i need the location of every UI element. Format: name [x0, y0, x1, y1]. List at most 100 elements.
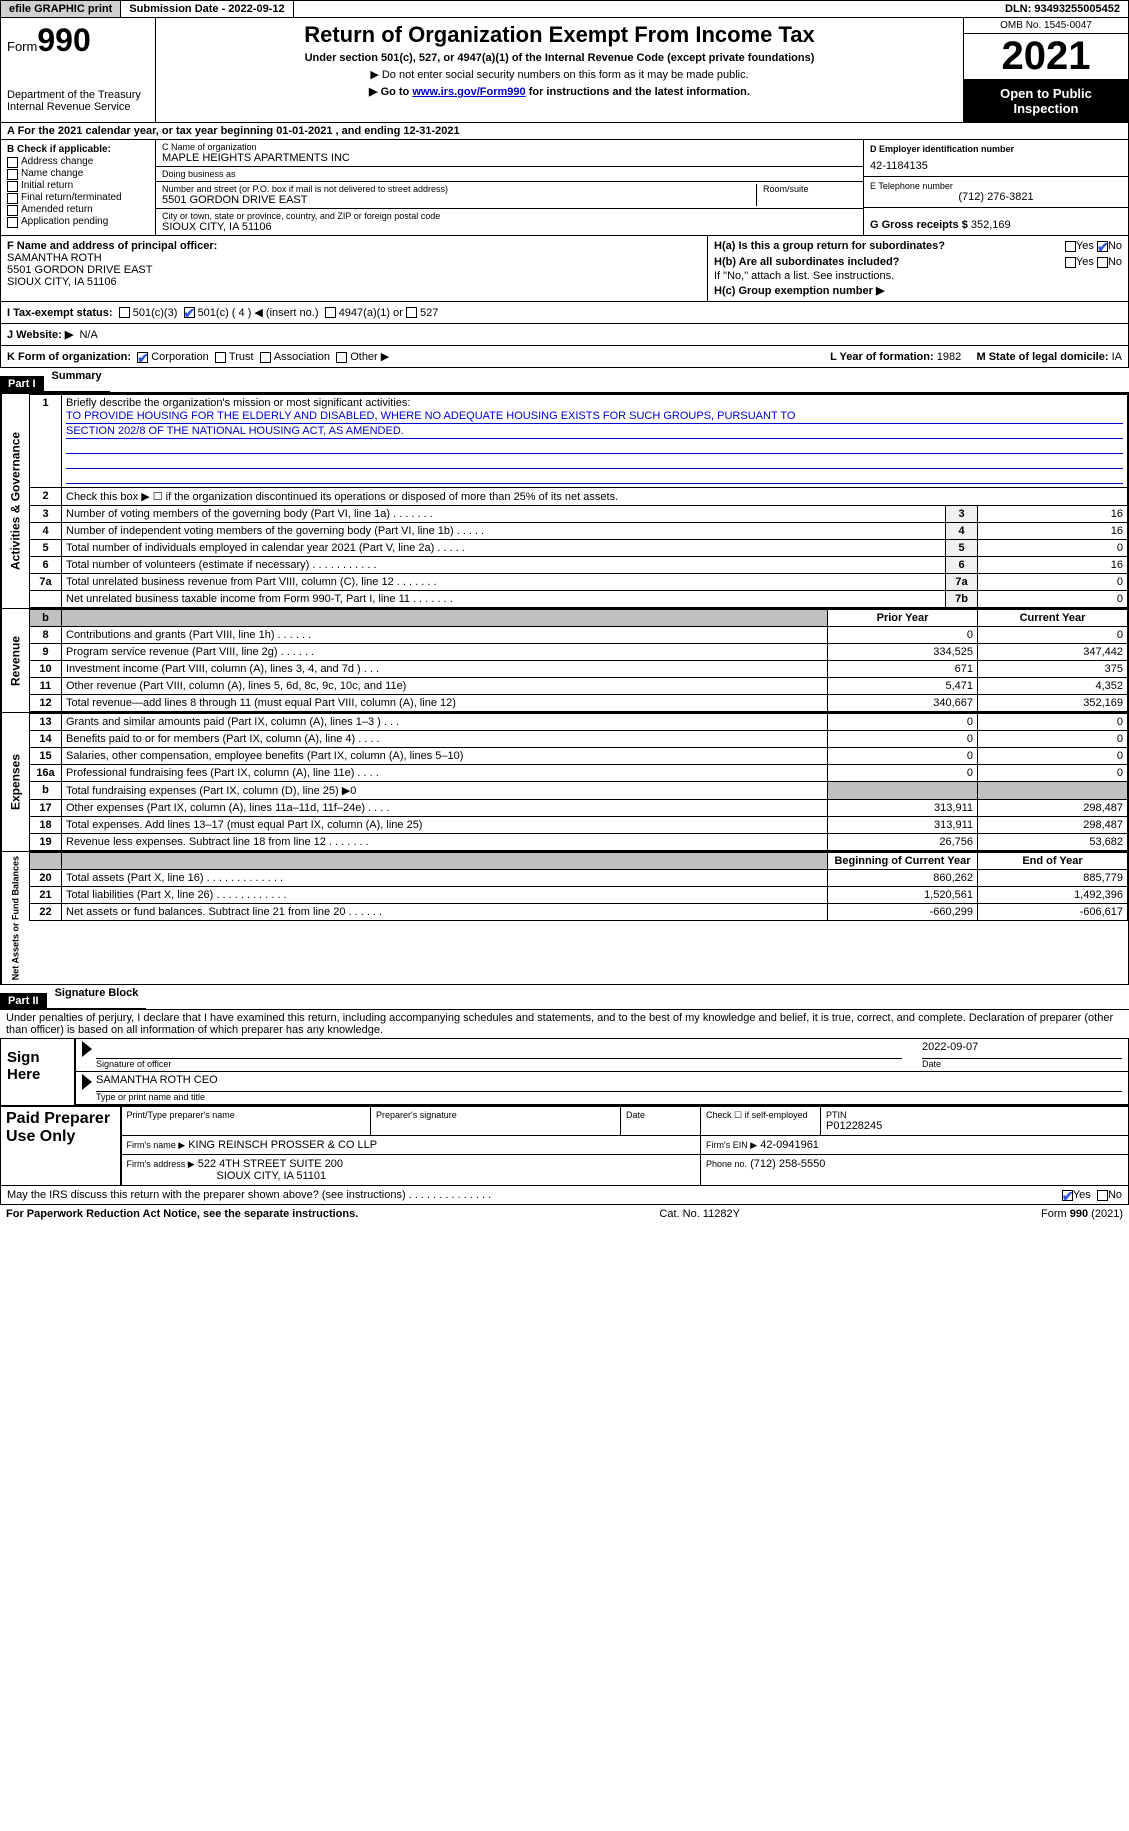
discuss-no[interactable]	[1097, 1190, 1108, 1201]
chk-name-change[interactable]: Name change	[7, 168, 149, 179]
discuss-yes[interactable]	[1062, 1190, 1073, 1201]
m-state-label: M State of legal domicile:	[977, 351, 1109, 363]
perjury-declaration: Under penalties of perjury, I declare th…	[0, 1010, 1129, 1039]
m-state-value: IA	[1112, 351, 1122, 363]
mission-line-1: TO PROVIDE HOUSING FOR THE ELDERLY AND D…	[66, 410, 1123, 424]
hdr-current-year: Current Year	[978, 610, 1128, 627]
header-mid: Return of Organization Exempt From Incom…	[156, 18, 963, 122]
chk-corp[interactable]	[137, 352, 148, 363]
pp-check-label: Check ☐ if self-employed	[701, 1107, 821, 1136]
firm-phone-value: (712) 258-5550	[750, 1158, 825, 1170]
section-netassets: Net Assets or Fund Balances Beginning of…	[0, 852, 1129, 985]
chk-assoc[interactable]	[260, 352, 271, 363]
website-row: J Website: ▶ N/A	[0, 324, 1129, 346]
hdr-eoy: End of Year	[978, 853, 1128, 870]
room-label: Room/suite	[763, 184, 857, 194]
pp-date-label: Date	[626, 1110, 695, 1120]
chk-amended-return[interactable]: Amended return	[7, 204, 149, 215]
pra-notice: For Paperwork Reduction Act Notice, see …	[6, 1208, 358, 1220]
hdr-prior-year: Prior Year	[828, 610, 978, 627]
firm-name-label: Firm's name ▶	[127, 1140, 186, 1150]
side-netassets: Net Assets or Fund Balances	[1, 852, 29, 984]
klm-row: K Form of organization: Corporation Trus…	[0, 346, 1129, 368]
box-f-label: F Name and address of principal officer:	[7, 240, 217, 252]
pp-sig-label: Preparer's signature	[376, 1110, 615, 1120]
chk-initial-return[interactable]: Initial return	[7, 180, 149, 191]
firm-addr1-value: 522 4TH STREET SUITE 200	[198, 1158, 343, 1170]
arrow-icon	[82, 1074, 92, 1090]
discuss-row: May the IRS discuss this return with the…	[0, 1186, 1129, 1205]
paid-preparer-table: Paid Preparer Use Only Print/Type prepar…	[0, 1106, 1129, 1186]
h-b-row: H(b) Are all subordinates included? Yes …	[714, 256, 1122, 268]
sig-officer-label: Signature of officer	[96, 1059, 902, 1069]
paid-preparer-label: Paid Preparer Use Only	[1, 1107, 121, 1186]
side-expenses: Expenses	[1, 713, 29, 851]
box-c: C Name of organization MAPLE HEIGHTS APA…	[156, 140, 863, 235]
box-deg: D Employer identification number 42-1184…	[863, 140, 1128, 235]
chk-app-pending[interactable]: Application pending	[7, 216, 149, 227]
form-subtitle-3: ▶ Go to www.irs.gov/Form990 for instruct…	[162, 85, 957, 98]
section-revenue: Revenue b Prior Year Current Year 8Contr…	[0, 609, 1129, 713]
gross-value: 352,169	[971, 219, 1011, 231]
part1-header-row: Part I Summary	[0, 368, 1129, 393]
signature-block: Sign Here Signature of officer 2022-09-0…	[0, 1039, 1129, 1106]
chk-4947[interactable]	[325, 307, 336, 318]
officer-addr1: 5501 GORDON DRIVE EAST	[7, 264, 153, 276]
addr-value: 5501 GORDON DRIVE EAST	[162, 194, 750, 206]
side-revenue: Revenue	[1, 609, 29, 712]
sig-date-label: Date	[922, 1059, 1122, 1069]
chk-527[interactable]	[406, 307, 417, 318]
irs-link[interactable]: www.irs.gov/Form990	[412, 86, 525, 98]
ptin-value: P01228245	[826, 1120, 1123, 1132]
open-to-public: Open to Public Inspection	[964, 80, 1128, 122]
chk-final-return[interactable]: Final return/terminated	[7, 192, 149, 203]
mission-line-3	[66, 440, 1123, 454]
sig-date-value: 2022-09-07	[922, 1041, 1122, 1059]
h-c-row: H(c) Group exemption number ▶	[714, 284, 1122, 297]
q1-text: Briefly describe the organization's miss…	[66, 397, 410, 409]
tax-year: 2021	[964, 34, 1128, 80]
part1-title: Summary	[44, 368, 110, 392]
part2-title: Signature Block	[47, 985, 147, 1009]
block-bcd: B Check if applicable: Address change Na…	[0, 140, 1129, 236]
header-left: Form990 Department of the Treasury Inter…	[1, 18, 156, 122]
ha-yes[interactable]	[1065, 241, 1076, 252]
section-activities: Activities & Governance 1 Briefly descri…	[0, 393, 1129, 609]
chk-trust[interactable]	[215, 352, 226, 363]
h-a-row: H(a) Is this a group return for subordin…	[714, 240, 1122, 252]
efile-print-button[interactable]: efile GRAPHIC print	[1, 1, 121, 17]
box-h: H(a) Is this a group return for subordin…	[708, 236, 1128, 301]
h-note: If "No," attach a list. See instructions…	[714, 270, 1122, 282]
mission-line-5	[66, 470, 1123, 484]
part2-header-row: Part II Signature Block	[0, 985, 1129, 1010]
discuss-text: May the IRS discuss this return with the…	[7, 1189, 491, 1201]
city-value: SIOUX CITY, IA 51106	[162, 221, 857, 233]
hb-yes[interactable]	[1065, 257, 1076, 268]
chk-501c3[interactable]	[119, 307, 130, 318]
officer-name: SAMANTHA ROTH	[7, 252, 102, 264]
tax-status-label: I Tax-exempt status:	[7, 307, 113, 319]
firm-name-value: KING REINSCH PROSSER & CO LLP	[188, 1139, 377, 1151]
hb-no[interactable]	[1097, 257, 1108, 268]
header-right: OMB No. 1545-0047 2021 Open to Public In…	[963, 18, 1128, 122]
chk-address-change[interactable]: Address change	[7, 156, 149, 167]
dept-label: Department of the Treasury	[7, 89, 149, 101]
cat-no: Cat. No. 11282Y	[659, 1208, 740, 1220]
ha-no[interactable]	[1097, 241, 1108, 252]
type-name-label: Type or print name and title	[96, 1092, 1122, 1102]
dln-number: DLN: 93493255005452	[997, 1, 1128, 17]
form-number: Form990	[7, 22, 149, 59]
org-name-label: C Name of organization	[162, 142, 857, 152]
l-year-value: 1982	[937, 351, 961, 363]
form-header: Form990 Department of the Treasury Inter…	[0, 18, 1129, 123]
box-f: F Name and address of principal officer:…	[1, 236, 708, 301]
ein-value: 42-1184135	[870, 160, 1122, 172]
ptin-label: PTIN	[826, 1110, 1123, 1120]
chk-501c[interactable]	[184, 307, 195, 318]
footer: For Paperwork Reduction Act Notice, see …	[0, 1205, 1129, 1223]
block-fh: F Name and address of principal officer:…	[0, 236, 1129, 302]
website-label: J Website: ▶	[7, 328, 73, 341]
side-activities: Activities & Governance	[1, 394, 29, 608]
ein-label: D Employer identification number	[870, 144, 1122, 154]
chk-other[interactable]	[336, 352, 347, 363]
